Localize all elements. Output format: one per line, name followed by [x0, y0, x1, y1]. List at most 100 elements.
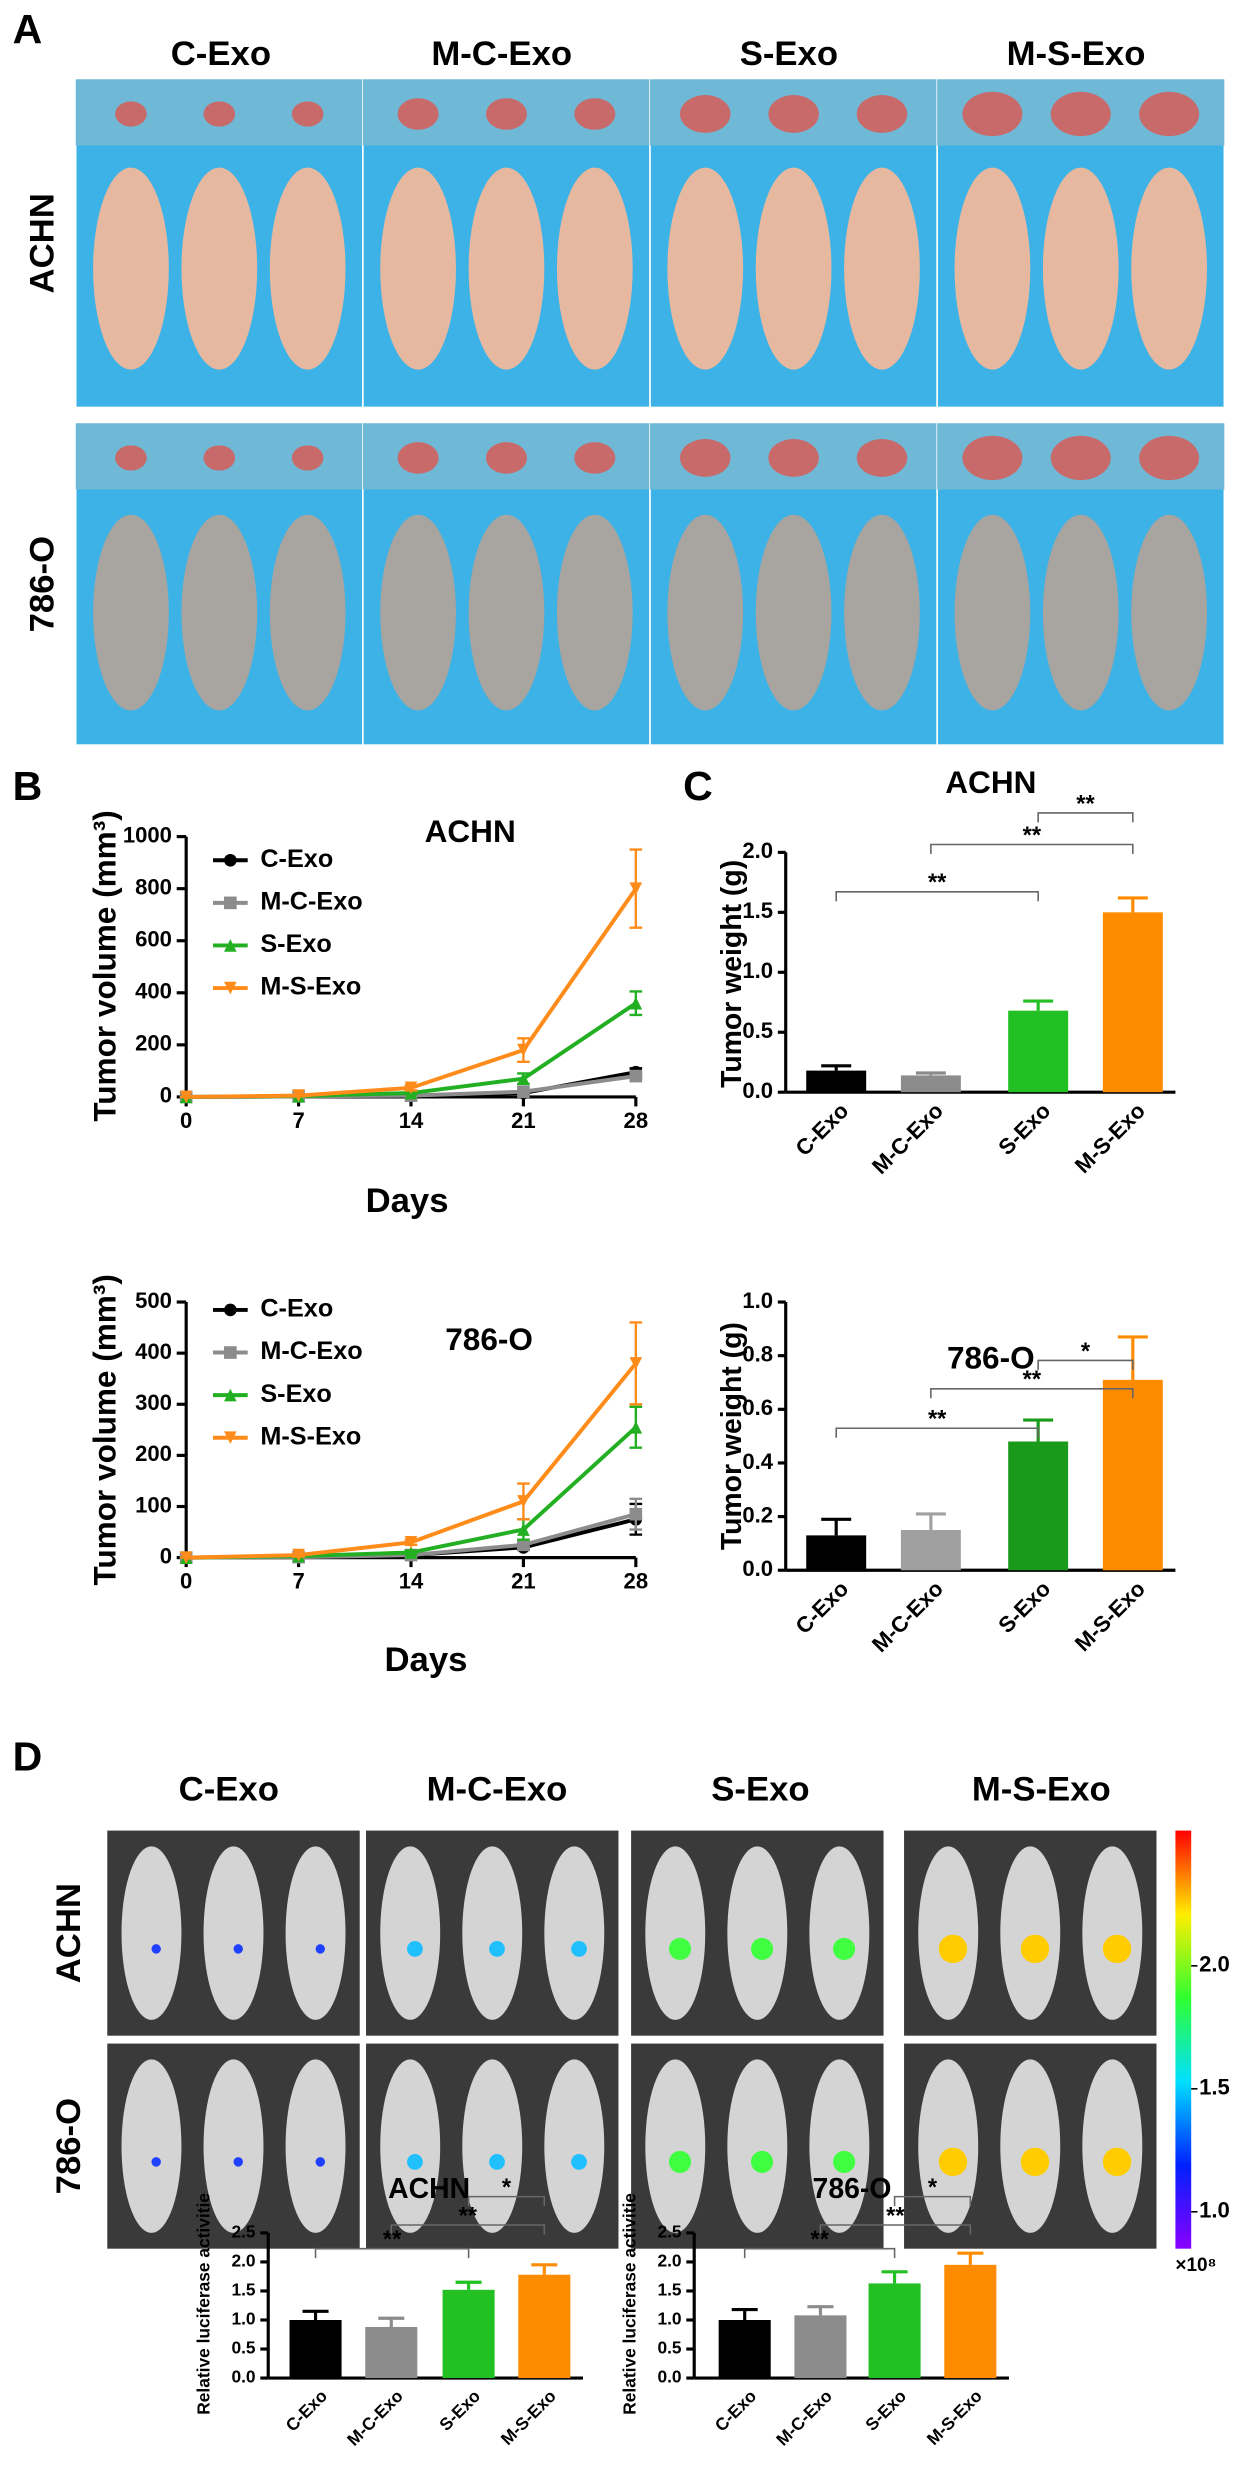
chart-title: 786-O: [445, 1321, 533, 1357]
y-tick-label: 300: [135, 1390, 172, 1415]
mouse: [380, 167, 456, 370]
marker: [629, 882, 643, 895]
x-tick-label: C-Exo: [791, 1576, 854, 1639]
legend-label: M-C-Exo: [260, 1337, 362, 1365]
significance-label: *: [928, 2175, 938, 2201]
mouse: [285, 2059, 346, 2233]
x-tick-label: S-Exo: [435, 2386, 484, 2435]
significance-label: **: [928, 1407, 947, 1433]
significance-label: **: [886, 2203, 905, 2229]
x-tick-label: C-Exo: [791, 1098, 854, 1161]
x-tick-label: M-S-Exo: [1070, 1098, 1150, 1178]
tumor: [485, 98, 527, 130]
signal: [489, 1941, 505, 1957]
colorbar-label: 1.5: [1199, 2075, 1230, 2100]
chart-title: ACHN: [945, 764, 1036, 800]
y-axis-label: Tumor weight (g): [716, 1322, 748, 1550]
significance-bracket: [1037, 1359, 1134, 1370]
mouse: [269, 167, 346, 370]
tumor: [115, 101, 147, 127]
x-tick-label: 21: [511, 1108, 536, 1133]
significance-bracket: [314, 2247, 470, 2259]
significance-label: **: [459, 2203, 478, 2229]
marker: [224, 853, 237, 867]
y-tick-label: 0.2: [742, 1502, 773, 1527]
mouse: [181, 167, 258, 370]
significance-bracket: [819, 2224, 972, 2235]
y-axis-label: Tumor weight (g): [716, 860, 748, 1088]
mouse: [468, 514, 545, 711]
bar: [1102, 912, 1163, 1093]
mouse: [93, 167, 169, 370]
signal: [938, 2147, 968, 2177]
mouse: [954, 514, 1031, 711]
y-axis-label: Tumor volume (mm³): [87, 1274, 123, 1585]
y-tick-label: 0.5: [657, 2338, 681, 2358]
bar: [868, 2283, 921, 2379]
mouse: [755, 167, 832, 370]
mouse: [380, 1846, 441, 2020]
chart-title: 786-O: [813, 2173, 892, 2205]
marker: [224, 1431, 237, 1445]
y-tick-label: 500: [135, 1288, 172, 1313]
marker: [224, 981, 237, 995]
row-label: 786-O: [50, 2098, 88, 2194]
x-tick-label: 14: [399, 1569, 424, 1594]
mouse: [462, 1846, 523, 2020]
mouse: [380, 2059, 441, 2233]
signal: [1102, 2147, 1132, 2177]
marker: [179, 1551, 193, 1564]
group-title: S-Exo: [711, 1770, 809, 1808]
significance-bracket: [930, 1388, 1134, 1399]
x-tick-label: M-S-Exo: [497, 2386, 560, 2449]
mouse: [844, 514, 920, 711]
y-tick-label: 0.0: [657, 2367, 681, 2387]
x-tick-label: 0: [180, 1569, 192, 1594]
tumor: [397, 442, 439, 474]
mouse: [645, 1846, 706, 2020]
group-title: M-S-Exo: [1007, 35, 1146, 73]
mouse: [285, 1846, 346, 2020]
marker: [517, 1523, 530, 1536]
x-tick-label: M-C-Exo: [867, 1576, 948, 1657]
legend-label: C-Exo: [260, 845, 333, 873]
bar: [1008, 1010, 1069, 1093]
group-title: C-Exo: [171, 35, 271, 73]
signal: [1020, 2147, 1050, 2177]
marker: [179, 1090, 193, 1104]
group-title: M-C-Exo: [431, 35, 572, 73]
colorbar-label: 2.0: [1199, 1952, 1230, 1977]
error-bar: [807, 2305, 834, 2316]
panel-label: B: [13, 763, 43, 809]
y-tick-label: 800: [135, 874, 172, 899]
legend-label: S-Exo: [260, 1380, 332, 1408]
y-tick-label: 1.0: [742, 1288, 773, 1313]
y-tick-label: 1.5: [657, 2280, 681, 2300]
marker: [629, 1420, 643, 1434]
marker: [517, 1072, 530, 1086]
group-title: M-C-Exo: [427, 1770, 568, 1808]
chart-title: ACHN: [425, 813, 516, 849]
x-tick-label: S-Exo: [861, 2386, 910, 2435]
panel-label: A: [13, 6, 43, 52]
significance-label: **: [928, 870, 947, 896]
group-title: M-S-Exo: [972, 1770, 1111, 1808]
mouse: [1042, 167, 1119, 370]
series-line: [186, 887, 638, 1099]
tumor: [768, 95, 819, 133]
row-label: 786-O: [23, 536, 61, 632]
mouse: [727, 1846, 788, 2020]
tumor: [1139, 91, 1200, 137]
marker: [224, 1346, 237, 1359]
marker: [224, 1388, 237, 1402]
tumor: [680, 95, 731, 133]
significance-label: **: [810, 2227, 829, 2253]
signal: [938, 1934, 968, 1964]
y-tick-label: 2.5: [657, 2221, 681, 2241]
error-bar: [531, 2263, 558, 2275]
significance-label: *: [1081, 1339, 1091, 1365]
mouse: [809, 2059, 870, 2233]
bar: [289, 2319, 342, 2379]
signal: [407, 1941, 423, 1957]
x-tick-label: 0: [180, 1108, 192, 1133]
